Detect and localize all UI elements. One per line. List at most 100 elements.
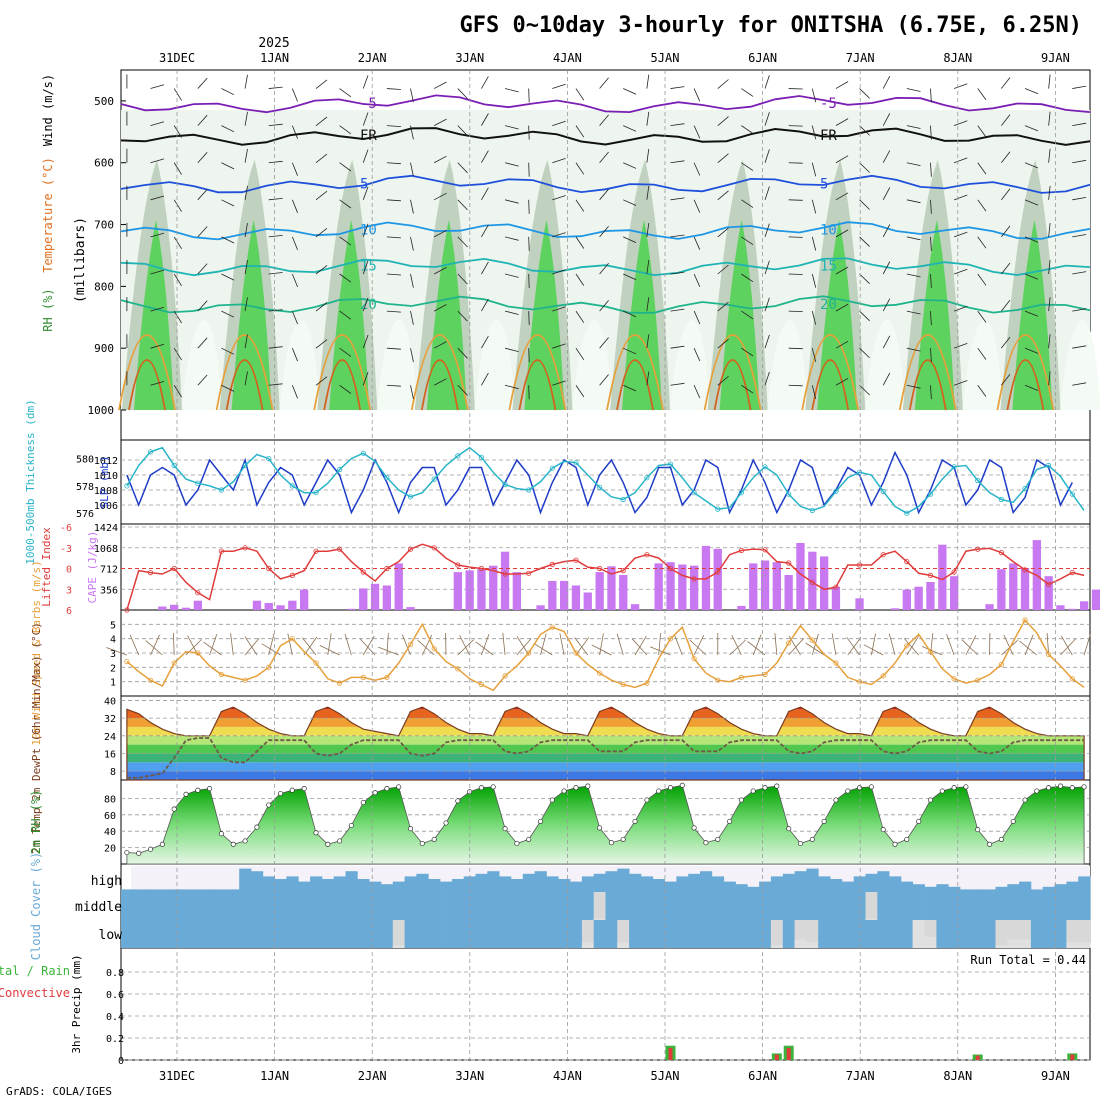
lifted-index-marker [975,546,981,552]
dewpoint-line [126,737,1085,779]
wind-speed-plot: 1 2 3 4 5 [106,617,1091,692]
thickness-marker [124,483,130,489]
wind-barb [150,269,165,275]
wind-barb [504,310,519,315]
cloud-bar [641,920,654,948]
surface-wind-barb [689,639,707,656]
wind-barb [1001,188,1011,201]
cloud-bar [369,920,382,948]
wind-barb [173,88,182,101]
wind-barb [623,162,637,169]
wind-barb [741,384,754,394]
cape-bar [193,600,202,610]
thickness-marker [904,510,910,516]
lifted-index-marker [573,557,579,563]
cloud-bar [451,879,465,892]
wind-barb [646,334,650,349]
cloud-bar [1019,892,1032,920]
wind-barb [552,195,566,201]
wind-barb [244,185,248,200]
cloud-bar [546,876,559,892]
cloud-bar [274,892,287,920]
wind-barb [623,384,637,392]
wind-barb [859,310,870,322]
wind-barb [386,199,401,202]
wind-barb [339,162,352,172]
thickness-marker [549,465,555,471]
cape-bar [985,604,994,610]
cloud-layer-bar [1078,942,1091,948]
wind-barb [835,229,849,238]
wind-barb [339,125,352,135]
cloud-bar [960,889,973,892]
rh-marker [266,802,272,808]
thickness-marker [738,490,745,496]
wind-speed-marker [336,680,343,686]
cloud-bar [735,884,748,892]
cloud-bar [522,920,535,948]
surface-wind-barb [378,646,399,656]
wind-barb [339,199,352,209]
surface-wind-barb [287,633,293,656]
cloud-bar [262,920,275,948]
lifted-index-marker [313,548,319,554]
wind-speed-marker [289,636,295,642]
wind-barb [717,79,729,89]
rh-marker [939,788,945,794]
wind-speed-marker [147,677,154,683]
cape-tick-label: 356 [100,585,118,596]
rh-marker [242,838,248,844]
temperature-contour [120,174,1091,194]
wind-barb [410,348,414,362]
wind-barb [221,162,235,170]
date-label-bottom: 2JAN [358,1069,387,1083]
surface-wind-barb [805,642,825,656]
wind-barb [599,151,609,163]
wind-barb [197,189,208,201]
lifted-index-marker [951,569,957,575]
cape-bar [252,600,262,610]
wind-barb [717,264,729,275]
wind-barb [1072,122,1087,127]
date-label-bottom: 1JAN [260,1069,289,1083]
wind-barb [882,187,891,201]
cloud-bar [203,892,216,920]
rh-marker [254,824,260,830]
wind-barb [481,224,489,238]
wind-barb [859,162,870,173]
surface-wind-barb [1019,640,1038,656]
wind-barb [811,236,817,251]
wind-speed-marker [384,674,390,681]
wind-barb [741,310,754,320]
cloud-layer-bar [1007,939,1020,948]
cloud-bar [392,920,405,948]
cape-axis-title: CAPE (J/kg) [86,531,99,604]
cloud-bar [747,886,760,892]
lifted-index-marker [691,576,697,582]
cloud-bar [688,892,701,920]
rh-marker [738,797,744,803]
cloud-bar [357,892,370,920]
wind-barb [150,84,165,89]
wind-barb [930,125,932,140]
cloud-bar [889,892,902,920]
wind-barb [1001,336,1011,349]
surface-wind-barb [658,633,661,656]
thickness-marker [762,464,768,470]
wind-barb [410,273,414,288]
wind-barb [623,88,637,95]
rh-axis-title: RH (%) [41,288,55,331]
thickness-marker [975,477,981,484]
temperature-contour [120,295,1091,314]
wind-barb [339,273,352,283]
cloud-bar [912,892,925,920]
cloud-bar [345,920,358,948]
cape-bar [1068,608,1077,610]
wind-barb [362,112,369,126]
wind-barb [552,380,566,386]
rh-tick-label: 20 [104,844,116,855]
wind-barb [552,120,566,127]
cloud-bar [759,920,772,948]
wind-barb [173,385,182,398]
wind-barb [315,153,328,164]
